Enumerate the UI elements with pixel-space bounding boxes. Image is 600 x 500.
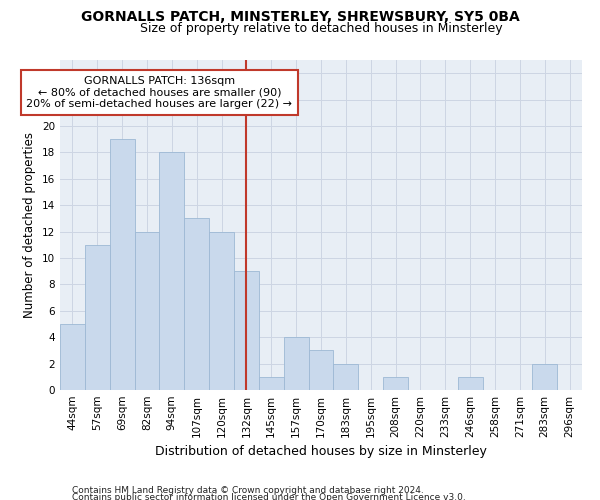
Bar: [209, 232, 234, 390]
Bar: [134, 232, 160, 390]
Bar: [234, 271, 259, 390]
Title: Size of property relative to detached houses in Minsterley: Size of property relative to detached ho…: [140, 22, 502, 35]
Text: GORNALLS PATCH: 136sqm
← 80% of detached houses are smaller (90)
20% of semi-det: GORNALLS PATCH: 136sqm ← 80% of detached…: [26, 76, 292, 109]
X-axis label: Distribution of detached houses by size in Minsterley: Distribution of detached houses by size …: [155, 446, 487, 458]
Bar: [259, 377, 284, 390]
Bar: [284, 337, 308, 390]
Text: GORNALLS PATCH, MINSTERLEY, SHREWSBURY, SY5 0BA: GORNALLS PATCH, MINSTERLEY, SHREWSBURY, …: [80, 10, 520, 24]
Bar: [383, 377, 408, 390]
Bar: [110, 139, 134, 390]
Bar: [308, 350, 334, 390]
Text: Contains HM Land Registry data © Crown copyright and database right 2024.: Contains HM Land Registry data © Crown c…: [72, 486, 424, 495]
Bar: [184, 218, 209, 390]
Bar: [532, 364, 557, 390]
Bar: [85, 245, 110, 390]
Y-axis label: Number of detached properties: Number of detached properties: [23, 132, 37, 318]
Bar: [160, 152, 184, 390]
Bar: [334, 364, 358, 390]
Bar: [60, 324, 85, 390]
Bar: [458, 377, 482, 390]
Text: Contains public sector information licensed under the Open Government Licence v3: Contains public sector information licen…: [72, 494, 466, 500]
